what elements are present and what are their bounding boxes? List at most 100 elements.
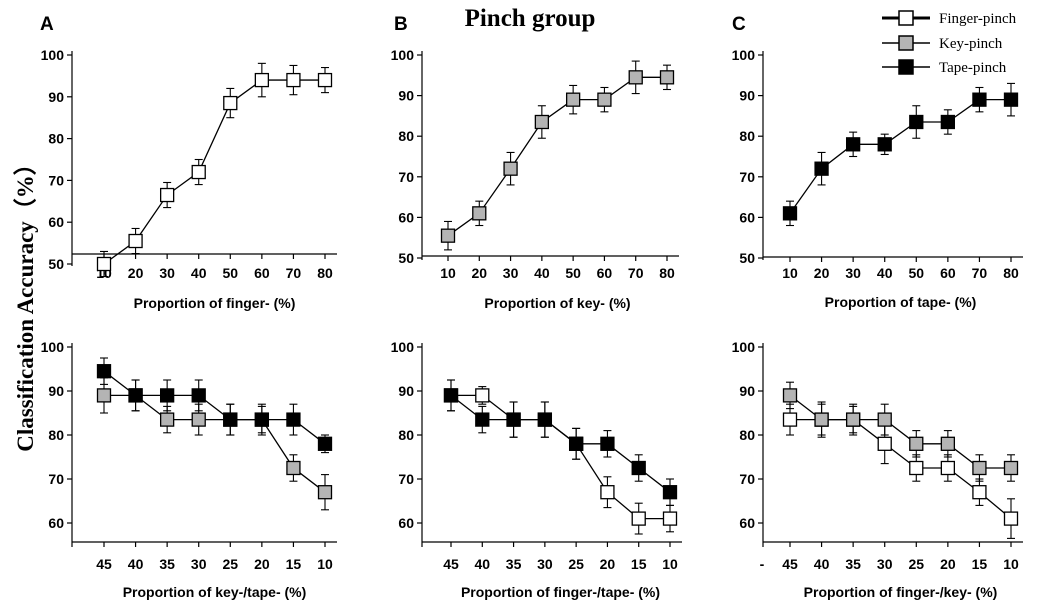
data-point-a-finger-pinch-2 — [159, 187, 175, 203]
y-tick-label-e-90: 90 — [398, 383, 414, 399]
y-tick-label-c-100: 100 — [732, 47, 756, 63]
x-tick-label-e-40: 40 — [474, 556, 490, 572]
y-tick-label-e-60: 60 — [398, 515, 414, 531]
x-tick-label-f-25: 25 — [908, 556, 924, 572]
x-tick-label-d-20: 20 — [254, 556, 270, 572]
data-point-b-key-pinch-3 — [534, 114, 550, 130]
x-tick-label-c-50: 50 — [908, 265, 924, 281]
y-tick-label-b-90: 90 — [398, 88, 414, 104]
x-tick-label-d-35: 35 — [159, 556, 175, 572]
data-point-e-tape-pinch-7 — [662, 485, 678, 500]
x-tick-label-e-25: 25 — [568, 556, 584, 572]
data-point-e-tape-pinch-3 — [537, 412, 553, 427]
legend-marker-tape — [898, 59, 914, 75]
x-tick-label-a-60: 60 — [254, 265, 270, 281]
x-tick-label-e-35: 35 — [506, 556, 522, 572]
x-tick-label-d-10: 10 — [317, 556, 333, 572]
data-point-e-tape-pinch-1 — [475, 412, 490, 427]
y-tick-label-c-50: 50 — [739, 250, 755, 266]
panel-label-c: C — [732, 14, 746, 35]
data-point-c-tape-pinch-5 — [940, 114, 956, 130]
data-point-c-tape-pinch-3 — [877, 137, 892, 152]
x-tick-label-d-30: 30 — [191, 556, 207, 572]
x-tick-label-c-60: 60 — [940, 265, 956, 281]
y-tick-label-f-100: 100 — [732, 339, 756, 355]
panel-label-b: B — [394, 14, 408, 35]
x-tick-label-d-45: 45 — [96, 556, 112, 572]
data-point-b-key-pinch-6 — [628, 70, 643, 85]
data-point-d-tape-pinch-4 — [223, 412, 238, 427]
data-point-e-finger-pinch-1 — [475, 388, 490, 403]
data-point-d-key-pinch-0 — [96, 388, 112, 403]
x-tick-label-b-70: 70 — [628, 265, 644, 281]
data-point-d-key-pinch-6 — [286, 460, 301, 476]
legend: Finger-pinch Key-pinch Tape-pinch — [882, 10, 1017, 76]
y-tick-label-b-100: 100 — [391, 47, 415, 63]
data-point-f-finger-pinch-4 — [909, 460, 924, 476]
figure-title: Pinch group — [465, 5, 596, 32]
x-axis-label-e: Proportion of finger-/tape- (%) — [461, 584, 660, 600]
x-tick-label-b-10: 10 — [440, 265, 456, 281]
data-point-b-key-pinch-5 — [597, 92, 612, 107]
panel-d: 60 70 80 90 100 45 40 35 30 25 20 15 10 Proportion of… — [41, 339, 337, 600]
x-tick-label-e-30: 30 — [537, 556, 553, 572]
y-tick-label-e-70: 70 — [398, 471, 414, 487]
panel-b: 50 60 70 80 90 100 10 20 30 40 50 60 70 80 Proportion … — [391, 47, 679, 311]
x-tick-label-b-80: 80 — [659, 265, 675, 281]
y-tick-label-a-100: 100 — [41, 47, 65, 63]
data-point-c-tape-pinch-7 — [1003, 92, 1019, 107]
data-point-c-tape-pinch-1 — [814, 161, 829, 176]
panel-label-a: A — [40, 14, 54, 35]
data-point-e-finger-pinch-6 — [631, 511, 646, 526]
data-point-f-finger-pinch-3 — [877, 436, 892, 451]
y-tick-label-a-80: 80 — [48, 131, 64, 147]
data-point-f-key-pinch-5 — [940, 436, 956, 451]
y-tick-label-f-90: 90 — [739, 383, 755, 399]
data-point-a-finger-pinch-6 — [286, 72, 301, 88]
y-tick-label-f-70: 70 — [739, 471, 755, 487]
x-axis-label-a: Proportion of finger- (%) — [134, 295, 296, 311]
data-point-d-tape-pinch-3 — [191, 388, 206, 403]
y-tick-label-e-100: 100 — [391, 339, 415, 355]
x-tick-label-f-10: 10 — [1003, 556, 1019, 572]
data-point-f-finger-pinch-6 — [972, 485, 987, 500]
x-axis-label-c: Proportion of tape- (%) — [825, 294, 977, 310]
y-tick-label-b-50: 50 — [398, 250, 414, 266]
data-point-f-finger-pinch-0 — [782, 412, 798, 427]
x-axis-label-b: Proportion of key- (%) — [484, 295, 630, 311]
y-tick-label-f-60: 60 — [739, 515, 755, 531]
y-tick-label-d-80: 80 — [48, 427, 64, 443]
data-point-e-tape-pinch-0 — [443, 388, 459, 403]
x-tick-label-d-40: 40 — [128, 556, 144, 572]
x-tick-label-a-30: 30 — [159, 265, 175, 281]
y-tick-label-a-70: 70 — [48, 172, 64, 188]
data-point-f-key-pinch-4 — [909, 436, 924, 451]
data-point-b-key-pinch-7 — [659, 70, 675, 85]
data-point-e-tape-pinch-4 — [568, 436, 584, 451]
data-point-d-key-pinch-3 — [191, 412, 206, 427]
panel-c: 50 60 70 80 90 100 10 20 30 40 50 60 70 80 Proportion … — [732, 47, 1023, 310]
data-point-c-tape-pinch-2 — [845, 137, 861, 152]
data-point-a-finger-pinch-0 — [96, 256, 112, 272]
data-point-f-key-pinch-1 — [814, 412, 829, 427]
x-tick-label-f-35: 35 — [845, 556, 861, 572]
y-tick-label-e-80: 80 — [398, 427, 414, 443]
data-point-e-finger-pinch-7 — [662, 511, 678, 526]
data-point-f-key-pinch-0 — [782, 388, 798, 403]
y-tick-label-d-100: 100 — [41, 339, 65, 355]
x-tick-label-c-70: 70 — [972, 265, 988, 281]
series-line-f-key-pinch — [789, 394, 1011, 469]
y-tick-label-c-60: 60 — [739, 209, 755, 225]
y-tick-label-b-70: 70 — [398, 169, 414, 185]
data-point-d-tape-pinch-7 — [317, 436, 333, 451]
y-tick-label-a-50: 50 — [48, 256, 64, 272]
data-point-d-tape-pinch-0 — [96, 364, 112, 379]
x-tick-label-f-extra: - — [760, 556, 765, 572]
panel-f: 60 70 80 90 100 45 40 35 30 25 20 15 10 - Proportion o… — [732, 339, 1023, 600]
y-tick-label-b-80: 80 — [398, 128, 414, 144]
data-point-a-finger-pinch-3 — [191, 164, 206, 180]
x-tick-label-e-10: 10 — [662, 556, 678, 572]
y-tick-label-c-70: 70 — [739, 169, 755, 185]
y-axis-label: Classification Accuracy（%） — [12, 152, 38, 452]
data-point-a-finger-pinch-7 — [317, 72, 333, 88]
